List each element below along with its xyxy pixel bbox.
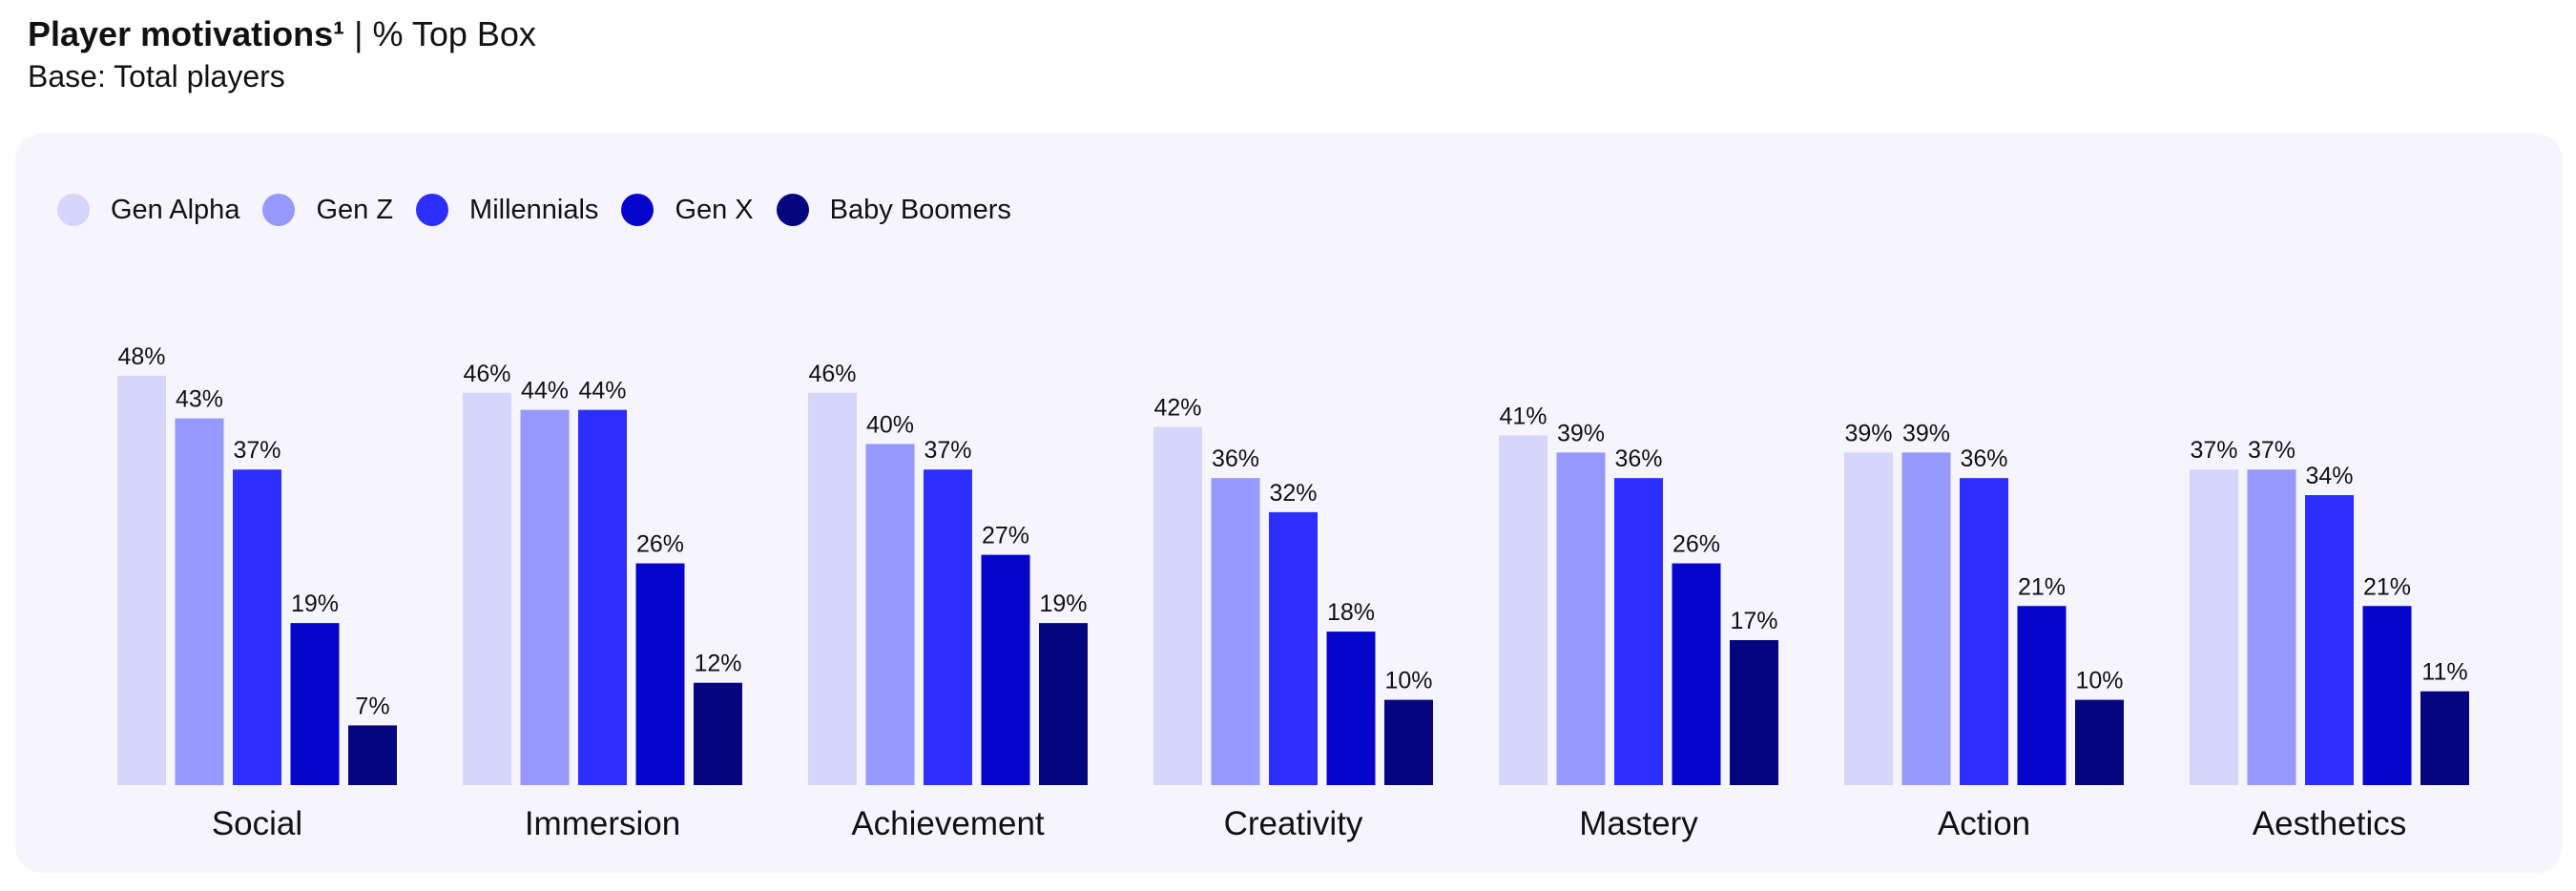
- legend-item-gen-x: Gen X: [621, 194, 754, 226]
- category-label-immersion: Immersion: [525, 805, 680, 842]
- bar-immersion-gen-x: [635, 563, 685, 785]
- data-label-action-gen-x: 21%: [2018, 573, 2066, 600]
- bar-mastery-gen-x: [1672, 563, 1721, 785]
- bar-achievement-gen-alpha: [808, 392, 857, 785]
- data-label-achievement-gen-x: 27%: [982, 523, 1029, 549]
- category-label-social: Social: [212, 805, 302, 842]
- bar-aesthetics-gen-x: [2362, 606, 2412, 785]
- data-label-creativity-millennials: 32%: [1269, 480, 1317, 507]
- data-label-immersion-millennials: 44%: [578, 378, 626, 404]
- data-label-achievement-millennials: 37%: [924, 437, 971, 464]
- data-label-action-gen-alpha: 39%: [1844, 420, 1892, 446]
- category-label-aesthetics: Aesthetics: [2253, 805, 2406, 842]
- bar-achievement-gen-z: [865, 444, 915, 785]
- bar-aesthetics-gen-z: [2247, 469, 2296, 785]
- bar-aesthetics-baby-boomers: [2420, 691, 2469, 785]
- bar-immersion-gen-z: [520, 409, 570, 785]
- legend-swatch-gen-z: [262, 194, 296, 226]
- bar-mastery-gen-z: [1556, 452, 1606, 785]
- data-label-creativity-gen-x: 18%: [1327, 599, 1375, 626]
- bar-achievement-gen-x: [981, 554, 1030, 785]
- data-label-aesthetics-baby-boomers: 11%: [2421, 659, 2467, 686]
- data-label-creativity-gen-alpha: 42%: [1153, 395, 1201, 422]
- bar-achievement-baby-boomers: [1039, 623, 1088, 785]
- data-label-immersion-gen-z: 44%: [521, 378, 569, 404]
- data-label-social-gen-alpha: 48%: [117, 343, 165, 370]
- category-label-action: Action: [1938, 805, 2030, 842]
- chart-title-main: Player motivations¹: [28, 14, 345, 53]
- data-label-mastery-millennials: 36%: [1614, 446, 1662, 472]
- legend-label-millennials: Millennials: [469, 194, 599, 225]
- bar-action-gen-z: [1901, 452, 1951, 785]
- legend-item-gen-alpha: Gen Alpha: [57, 194, 239, 226]
- bar-action-gen-x: [2017, 606, 2067, 785]
- data-label-aesthetics-gen-z: 37%: [2248, 437, 2296, 464]
- data-label-aesthetics-gen-alpha: 37%: [2190, 437, 2237, 464]
- legend-swatch-baby-boomers: [776, 194, 809, 226]
- bar-social-gen-alpha: [117, 375, 166, 785]
- data-label-social-millennials: 37%: [233, 437, 280, 464]
- bar-creativity-gen-alpha: [1153, 426, 1202, 785]
- bar-action-gen-alpha: [1844, 452, 1893, 785]
- data-label-mastery-baby-boomers: 17%: [1730, 608, 1777, 634]
- data-label-creativity-gen-z: 36%: [1212, 446, 1259, 472]
- bar-creativity-millennials: [1269, 511, 1318, 785]
- data-label-social-gen-z: 43%: [176, 386, 223, 413]
- data-label-action-millennials: 36%: [1960, 446, 2007, 472]
- bar-creativity-baby-boomers: [1384, 699, 1433, 785]
- data-label-achievement-gen-z: 40%: [866, 411, 914, 438]
- data-label-achievement-gen-alpha: 46%: [808, 361, 856, 387]
- chart-title-suffix: | % Top Box: [344, 14, 536, 53]
- bar-social-millennials: [233, 469, 281, 785]
- bar-mastery-gen-alpha: [1499, 435, 1548, 785]
- bar-social-gen-z: [175, 418, 224, 785]
- legend-swatch-millennials: [416, 194, 449, 226]
- bar-aesthetics-millennials: [2305, 495, 2354, 785]
- chart-subtitle: Base: Total players: [28, 59, 285, 93]
- legend-label-gen-alpha: Gen Alpha: [111, 194, 240, 225]
- legend-swatch-gen-x: [621, 194, 654, 226]
- legend-item-millennials: Millennials: [416, 194, 598, 226]
- data-label-achievement-baby-boomers: 19%: [1039, 591, 1087, 617]
- data-label-immersion-gen-x: 26%: [636, 531, 684, 558]
- data-label-social-baby-boomers: 7%: [355, 693, 389, 719]
- data-label-action-baby-boomers: 10%: [2075, 668, 2123, 694]
- data-label-mastery-gen-x: 26%: [1672, 531, 1720, 558]
- category-label-achievement: Achievement: [851, 805, 1045, 842]
- bar-immersion-baby-boomers: [694, 682, 742, 785]
- chart-title: Player motivations¹ | % Top Box: [28, 13, 536, 55]
- legend-item-gen-z: Gen Z: [262, 194, 393, 226]
- bar-action-millennials: [1960, 478, 2008, 785]
- bar-immersion-millennials: [578, 409, 627, 785]
- legend-item-baby-boomers: Baby Boomers: [776, 194, 1011, 226]
- bar-mastery-millennials: [1614, 478, 1663, 785]
- legend-label-baby-boomers: Baby Boomers: [829, 194, 1011, 225]
- bar-social-baby-boomers: [348, 725, 397, 785]
- data-label-action-gen-z: 39%: [1902, 420, 1950, 446]
- bar-creativity-gen-z: [1211, 478, 1260, 785]
- bar-mastery-baby-boomers: [1730, 640, 1778, 785]
- legend-label-gen-x: Gen X: [675, 194, 754, 225]
- bar-social-gen-x: [290, 623, 340, 785]
- data-label-immersion-gen-alpha: 46%: [463, 361, 510, 387]
- data-label-aesthetics-millennials: 34%: [2305, 463, 2353, 489]
- bar-achievement-millennials: [924, 469, 972, 785]
- data-label-mastery-gen-alpha: 41%: [1499, 403, 1547, 429]
- data-label-mastery-gen-z: 39%: [1557, 420, 1605, 446]
- data-label-creativity-baby-boomers: 10%: [1384, 668, 1432, 694]
- bar-action-baby-boomers: [2075, 699, 2124, 785]
- data-label-social-gen-x: 19%: [291, 591, 339, 617]
- bar-aesthetics-gen-alpha: [2190, 469, 2238, 785]
- data-label-aesthetics-gen-x: 21%: [2363, 573, 2411, 600]
- category-label-mastery: Mastery: [1579, 805, 1698, 842]
- data-label-immersion-baby-boomers: 12%: [694, 651, 741, 677]
- bar-immersion-gen-alpha: [463, 392, 511, 785]
- legend-label-gen-z: Gen Z: [316, 194, 394, 225]
- bar-creativity-gen-x: [1326, 632, 1376, 785]
- legend-swatch-gen-alpha: [57, 194, 90, 226]
- legend: Gen Alpha Gen Z Millennials Gen X Baby B…: [57, 189, 1034, 231]
- category-label-creativity: Creativity: [1224, 805, 1363, 842]
